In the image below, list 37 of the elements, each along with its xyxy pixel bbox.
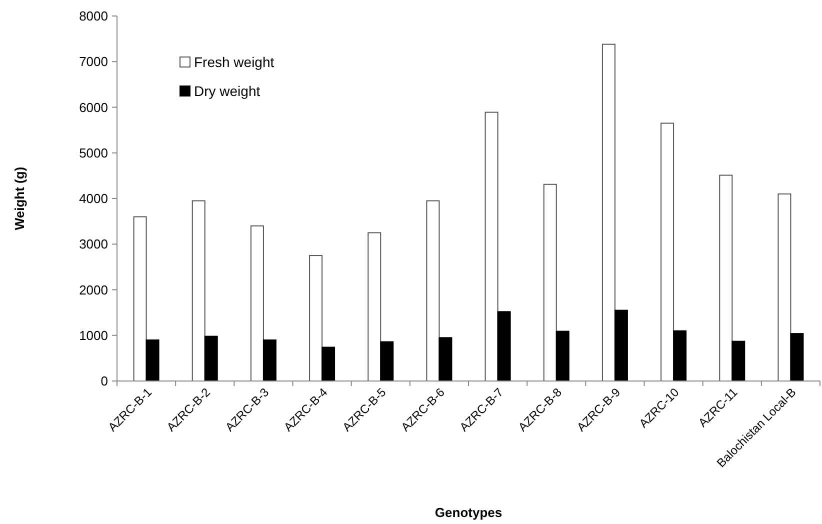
y-tick-label: 4000 [79, 191, 108, 206]
bar [719, 174, 733, 382]
bar [368, 232, 382, 382]
bar [484, 112, 498, 382]
bar [192, 200, 206, 382]
bar [380, 341, 394, 382]
y-tick-label: 3000 [79, 236, 108, 252]
y-tick-label: 6000 [79, 100, 108, 115]
bar [262, 339, 276, 382]
bar [322, 346, 336, 382]
y-tick-label: 2000 [79, 282, 108, 298]
bar [543, 184, 557, 382]
bar [602, 44, 616, 382]
legend-label: Dry weight [194, 82, 260, 99]
legend-label: Fresh weight [194, 54, 274, 70]
bar [778, 193, 792, 382]
y-tick-label: 1000 [79, 328, 108, 343]
bar [133, 216, 147, 382]
bar [660, 122, 674, 382]
y-axis-title: Weight (g) [12, 166, 27, 230]
bar [614, 310, 628, 382]
bar [497, 311, 511, 382]
bar [309, 255, 323, 382]
y-tick-label: 7000 [79, 54, 108, 70]
bar [146, 339, 160, 382]
bar [732, 340, 746, 382]
bar [426, 200, 440, 382]
bar [438, 337, 452, 382]
bar [204, 336, 218, 382]
y-tick-label: 5000 [79, 145, 108, 160]
bar [556, 330, 570, 382]
bar [250, 225, 264, 382]
y-tick-label: 0 [100, 374, 108, 389]
bar [673, 330, 687, 382]
bar [790, 333, 804, 382]
x-axis-title: Genotypes [434, 505, 502, 520]
y-tick-label: 8000 [79, 8, 108, 24]
